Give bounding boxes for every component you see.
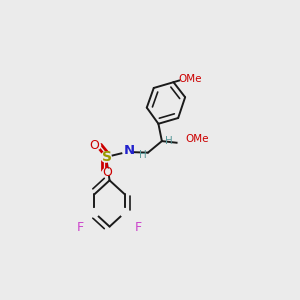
Text: F: F <box>77 221 84 234</box>
Text: H: H <box>140 150 147 160</box>
Text: H: H <box>165 136 173 146</box>
Circle shape <box>121 208 129 217</box>
Text: OMe: OMe <box>185 134 208 144</box>
Circle shape <box>90 208 99 217</box>
Text: F: F <box>135 221 142 234</box>
Circle shape <box>101 152 111 162</box>
Text: S: S <box>102 150 112 164</box>
Text: N: N <box>124 144 135 157</box>
Circle shape <box>102 169 110 176</box>
Text: O: O <box>89 139 99 152</box>
Circle shape <box>181 74 190 83</box>
Circle shape <box>93 142 100 149</box>
Circle shape <box>178 139 188 148</box>
Text: O: O <box>102 166 112 179</box>
Text: OMe: OMe <box>178 74 202 84</box>
Circle shape <box>123 148 131 156</box>
